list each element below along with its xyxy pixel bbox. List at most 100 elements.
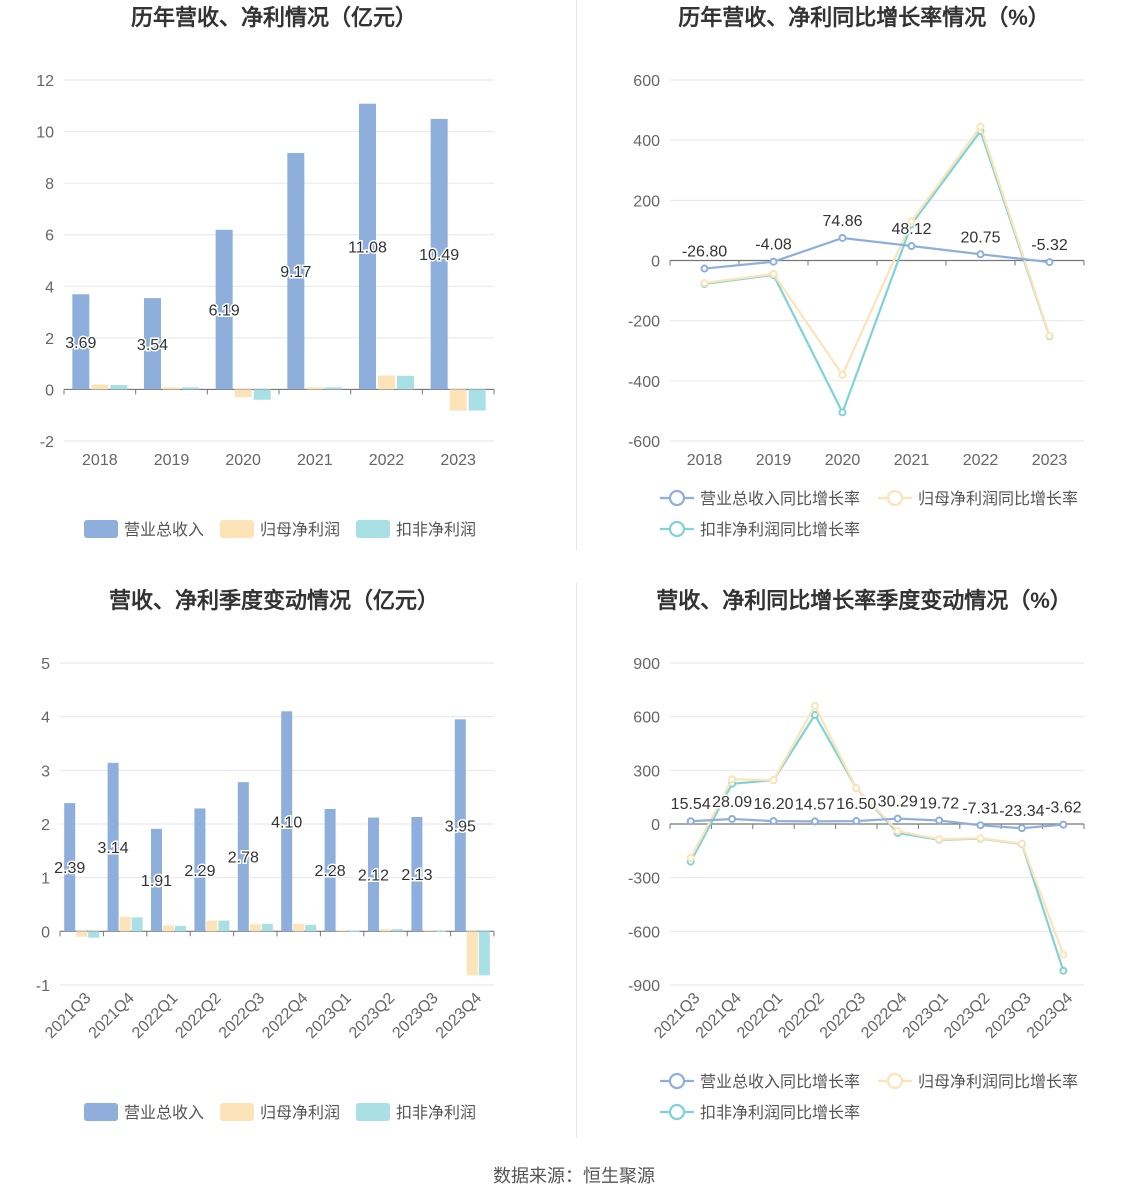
bar-revenue bbox=[237, 782, 249, 932]
y-tick-label: 600 bbox=[633, 73, 660, 90]
bar-net-profit bbox=[206, 920, 218, 932]
legend-label: 营业总收入 bbox=[124, 1104, 204, 1122]
line-value-label: 15.54 bbox=[671, 796, 711, 813]
bar-net-profit bbox=[306, 387, 324, 390]
legend-marker bbox=[886, 1072, 904, 1090]
line-point bbox=[893, 814, 902, 823]
y-tick-label: -400 bbox=[628, 374, 660, 391]
legend-label: 归母净利润 bbox=[260, 521, 340, 539]
bar-deducted-profit bbox=[182, 387, 199, 390]
x-tick-label: 2018 bbox=[82, 452, 118, 469]
y-tick-label: 0 bbox=[651, 817, 660, 834]
legend-marker bbox=[668, 1072, 686, 1090]
line-point bbox=[852, 784, 861, 793]
x-tick-label: 2022 bbox=[963, 452, 999, 469]
line-net-profit-growth bbox=[689, 703, 1065, 955]
line-value-label: 16.20 bbox=[753, 796, 793, 813]
quarterly-revenue-profit-chart: 营收、净利季度变动情况（亿元） -1 0 1 2 3 4 5 2021Q3 2021Q4 2022Q… bbox=[0, 583, 574, 1166]
y-tick-label: 600 bbox=[633, 710, 660, 727]
bar-deducted-profit bbox=[253, 389, 271, 400]
bar-deducted-profit bbox=[348, 930, 360, 932]
y-tick-label: 300 bbox=[633, 763, 660, 780]
line-point bbox=[1059, 950, 1068, 959]
vertical-divider-top bbox=[576, 0, 577, 550]
y-tick-label: 400 bbox=[633, 133, 660, 150]
data-source: 数据来源：恒生聚源 bbox=[493, 1166, 655, 1186]
line-deducted-profit-growth bbox=[704, 128, 1051, 416]
line-value-label: -5.32 bbox=[1031, 237, 1068, 254]
line-point bbox=[810, 701, 819, 710]
line-value-label: -7.31 bbox=[962, 800, 999, 817]
line-value-label: 14.57 bbox=[795, 796, 835, 813]
legend-marker bbox=[886, 489, 904, 507]
line-point bbox=[838, 408, 847, 417]
line-point bbox=[976, 821, 985, 830]
y-tick-label: 2 bbox=[41, 817, 50, 834]
bar-revenue bbox=[359, 103, 376, 390]
bar-revenue bbox=[144, 298, 161, 390]
bar-value-label: 3.54 bbox=[137, 337, 168, 354]
line-point bbox=[976, 122, 985, 131]
bar-deducted-profit bbox=[110, 385, 128, 390]
bar-revenue bbox=[287, 152, 305, 390]
y-tick-label: 3 bbox=[41, 763, 50, 780]
chart-svg: 营收、净利同比增长率季度变动情况（%） -900 -600 -300 0 300 600 90… bbox=[628, 588, 1085, 1122]
chart-title: 营收、净利同比增长率季度变动情况（%） bbox=[656, 588, 1072, 613]
legend-label: 归母净利润同比增长率 bbox=[918, 490, 1078, 508]
bar-deducted-profit bbox=[261, 923, 273, 932]
line-point bbox=[686, 817, 695, 826]
legend-marker bbox=[668, 1103, 686, 1121]
y-tick-label: -900 bbox=[628, 978, 660, 995]
legend-label: 归母净利润 bbox=[260, 1104, 340, 1122]
bar-revenue bbox=[411, 817, 423, 932]
bar-revenue bbox=[454, 719, 466, 932]
bar-value-label: 2.12 bbox=[358, 867, 389, 884]
bar-deducted-profit bbox=[478, 931, 490, 976]
x-tick-label: 2023Q2 bbox=[346, 990, 398, 1042]
x-tick-label: 2023Q4 bbox=[433, 990, 485, 1042]
legend-label: 扣非净利润 bbox=[396, 521, 476, 539]
y-tick-label: -600 bbox=[628, 924, 660, 941]
bar-value-label: 3.69 bbox=[65, 335, 96, 352]
y-tick-label: 4 bbox=[41, 710, 50, 727]
y-tick-label: -600 bbox=[628, 434, 660, 451]
bar-net-profit bbox=[423, 930, 435, 932]
line-value-label: 19.72 bbox=[919, 795, 959, 812]
line-revenue-growth bbox=[704, 236, 1050, 270]
y-tick-label: -1 bbox=[36, 978, 50, 995]
line-net-profit-growth bbox=[704, 124, 1051, 378]
x-tick-label: 2022Q2 bbox=[172, 990, 224, 1042]
bar-value-label: 2.13 bbox=[401, 867, 432, 884]
line-value-label: -4.08 bbox=[755, 237, 792, 254]
bar-value-label: 6.19 bbox=[209, 303, 240, 320]
line-point bbox=[769, 817, 778, 826]
bar-revenue bbox=[72, 294, 90, 390]
line-value-label: -23.34 bbox=[999, 803, 1044, 820]
y-tick-label: 1 bbox=[41, 871, 50, 888]
bar-value-label: 2.29 bbox=[184, 863, 215, 880]
line-point bbox=[1045, 331, 1054, 340]
legend-swatch bbox=[356, 1103, 390, 1121]
bar-value-label: 3.14 bbox=[98, 840, 129, 857]
line-point bbox=[935, 816, 944, 825]
y-tick-label: 12 bbox=[36, 73, 54, 90]
chart-svg: 历年营收、净利同比增长率情况（%） -600 -400 -200 0 200 400 600 2… bbox=[628, 5, 1085, 539]
line-point bbox=[728, 814, 737, 823]
chart-svg: 历年营收、净利情况（亿元） -2 0 2 4 6 8 10 12 2018 2019 2020 2021… bbox=[36, 5, 495, 539]
y-tick-label: -200 bbox=[628, 314, 660, 331]
line-point bbox=[1045, 258, 1054, 267]
bar-value-label: 2.78 bbox=[228, 850, 259, 867]
y-tick-label: -300 bbox=[628, 871, 660, 888]
legend-label: 营业总收入同比增长率 bbox=[700, 1073, 860, 1091]
bar-value-label: 2.39 bbox=[54, 860, 85, 877]
line-point bbox=[810, 710, 819, 719]
y-tick-label: 10 bbox=[36, 125, 54, 142]
x-tick-label: 2023 bbox=[1032, 452, 1068, 469]
y-tick-label: 0 bbox=[41, 924, 50, 941]
line-point bbox=[728, 775, 737, 784]
x-tick-label: 2021Q4 bbox=[86, 990, 138, 1042]
bar-revenue bbox=[281, 711, 293, 932]
chart-title: 营收、净利季度变动情况（亿元） bbox=[109, 588, 439, 613]
y-tick-label: -2 bbox=[40, 434, 54, 451]
line-point bbox=[810, 817, 819, 826]
